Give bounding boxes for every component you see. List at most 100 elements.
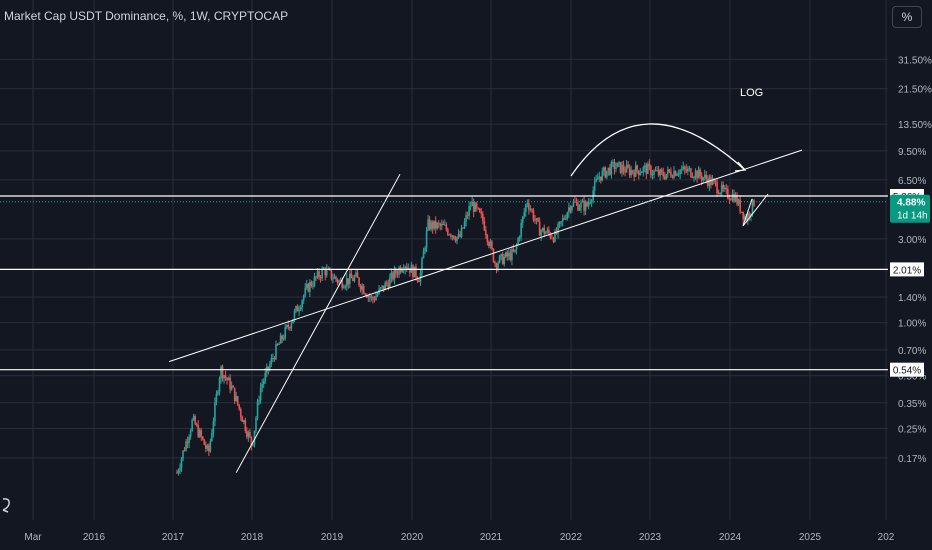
candle-body [316, 271, 319, 278]
candle-body [514, 249, 516, 252]
candle-body [653, 170, 655, 175]
candle-body [511, 249, 513, 261]
candle-body [722, 184, 725, 189]
candle-body [610, 162, 613, 175]
candle-body [723, 187, 726, 189]
candle-body [500, 253, 502, 256]
time-tick-label: 2025 [799, 532, 822, 543]
candle-body [734, 195, 737, 202]
candle-body [606, 170, 608, 178]
candle-body [668, 169, 671, 172]
candle-body [508, 252, 510, 257]
time-tick-label: 2023 [639, 532, 662, 543]
candle-body [571, 206, 573, 211]
candle-body [220, 366, 222, 379]
candle-body [659, 169, 661, 176]
candle-body [227, 377, 230, 381]
candle-body [459, 234, 461, 237]
candle-body [703, 174, 706, 178]
candle-body [727, 188, 729, 199]
price-tick-label: 0.17% [898, 454, 926, 465]
candle-body [471, 201, 473, 207]
candle-body [551, 237, 553, 239]
time-axis[interactable]: Mar 2016 2017 2018 2019 2020 2021 2022 2023 2024 2… [24, 532, 894, 543]
scale-mode-button[interactable]: % [892, 6, 922, 28]
candle-body [489, 241, 492, 246]
candle-body [335, 276, 337, 280]
candle-body [548, 229, 550, 234]
candle-body [289, 327, 291, 329]
price-tick-label: 0.50% [898, 372, 926, 383]
candle-body [393, 269, 396, 280]
candle-body [287, 325, 290, 328]
horizontal-lines[interactable] [0, 195, 888, 371]
candle-body [433, 220, 435, 229]
candle-body [330, 269, 333, 279]
price-tick-label: 0.70% [898, 346, 926, 357]
candle-body [436, 223, 439, 229]
candle-body [618, 162, 620, 164]
candle-body [405, 266, 408, 269]
candle-body [745, 216, 748, 222]
candle-body [197, 424, 200, 437]
candle-body [392, 272, 394, 280]
candle-body [463, 221, 466, 229]
candle-body [369, 295, 371, 298]
candle-body [747, 213, 749, 222]
candle-body [180, 458, 183, 468]
candle-body [370, 296, 373, 298]
candle-body [524, 204, 527, 213]
candle-body [543, 227, 546, 235]
candle-body [457, 234, 460, 237]
candle-body [595, 178, 598, 182]
candle-body [481, 213, 484, 221]
candle-body [486, 235, 489, 243]
candle-body [469, 206, 472, 208]
candle-body [742, 211, 745, 220]
candle-body [702, 177, 705, 181]
candle-body [258, 400, 260, 402]
candle-body [700, 175, 703, 181]
log-annotation: LOG [740, 87, 763, 99]
candle-body [269, 364, 271, 370]
candle-body [648, 164, 651, 167]
candle-body [195, 424, 198, 426]
price-tick-label: 1.00% [898, 319, 926, 330]
candle-body [540, 230, 542, 236]
candle-body [634, 165, 637, 177]
candle-body [520, 223, 522, 237]
drawings[interactable]: LOG [168, 87, 803, 473]
candle-body [421, 258, 423, 273]
candle-body [596, 178, 599, 180]
candle-body [384, 282, 387, 290]
candle-body [532, 210, 535, 220]
hline-price-label: 0.54% [893, 366, 921, 377]
candle-body [233, 387, 236, 402]
candle-body [480, 212, 483, 214]
candle-body [325, 268, 328, 276]
candle-body [217, 391, 219, 394]
price-axis[interactable]: 31.50% 21.50% 13.50% 9.50% 6.50% 3.00% 1.40% 1.… [898, 55, 932, 464]
candle-body [642, 167, 645, 173]
candle-body [256, 401, 259, 418]
candle-body [483, 220, 486, 231]
candle-body [589, 202, 591, 204]
candle-body [284, 327, 287, 339]
candle-body [713, 179, 715, 181]
candle-body [535, 218, 538, 220]
candle-body [447, 229, 449, 235]
candle-body [624, 170, 626, 173]
candle-body [270, 358, 273, 365]
candle-body [515, 245, 518, 250]
candle-body [454, 238, 457, 242]
candle-body [534, 219, 536, 221]
toolbar-toggle-icon[interactable] [0, 496, 14, 514]
candle-body [299, 307, 302, 310]
candle-body [699, 169, 701, 176]
candle-body [252, 444, 254, 446]
candle-body [350, 273, 353, 279]
candle-body [621, 165, 623, 173]
candle-body [341, 280, 343, 288]
candle-body [235, 396, 237, 402]
